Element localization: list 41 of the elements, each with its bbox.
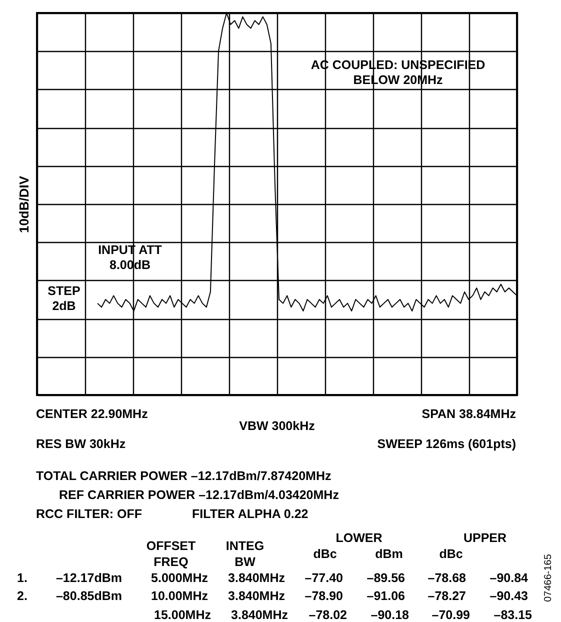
text: –80.85dBm — [56, 589, 122, 603]
text: VBW 300kHz — [239, 419, 315, 433]
text: 15.00MHz — [154, 608, 211, 622]
text: dBm — [375, 547, 403, 561]
y-axis-title: 10dB/DIV — [16, 176, 32, 234]
text: 2. — [17, 589, 28, 603]
text: –70.99 — [432, 608, 470, 622]
text: SWEEP 126ms (601pts) — [377, 437, 516, 451]
text: 5.000MHz — [151, 571, 208, 585]
text: 3.840MHz — [231, 608, 288, 622]
text: –83.15 — [494, 608, 532, 622]
text: –12.17dBm — [56, 571, 122, 585]
text: CENTER 22.90MHz — [36, 407, 148, 421]
text: –77.40 — [304, 571, 344, 585]
annotation: STEP 2dB — [48, 284, 80, 313]
text: TOTAL CARRIER POWER –12.17dBm/7.87420MHz — [36, 469, 332, 483]
text: –78.68 — [428, 571, 466, 585]
text: –90.18 — [370, 608, 410, 622]
text: –91.06 — [366, 589, 406, 603]
text: 07466-165 — [543, 554, 554, 602]
text: 1. — [17, 571, 28, 585]
text: –89.56 — [366, 571, 406, 585]
text: 10.00MHz — [151, 589, 208, 603]
text: –78.90 — [304, 589, 344, 603]
text: dBc — [439, 547, 463, 561]
text: –90.43 — [490, 589, 528, 603]
text: OFFSET FREQ — [146, 539, 196, 569]
text: 3.840MHz — [228, 571, 285, 585]
text: –90.84 — [490, 571, 528, 585]
text: SPAN 38.84MHz — [422, 407, 516, 421]
text: REF CARRIER POWER –12.17dBm/4.03420MHz — [59, 488, 339, 502]
text: RCC FILTER: OFF — [36, 507, 142, 521]
text: LOWER — [336, 531, 382, 545]
text: dBc — [313, 547, 337, 561]
text: –78.02 — [308, 608, 348, 622]
text: UPPER — [463, 531, 507, 545]
text: RES BW 30kHz — [36, 437, 126, 451]
text: INTEG BW — [226, 539, 264, 569]
text: FILTER ALPHA 0.22 — [192, 507, 308, 521]
text: –78.27 — [428, 589, 466, 603]
text: 3.840MHz — [228, 589, 285, 603]
